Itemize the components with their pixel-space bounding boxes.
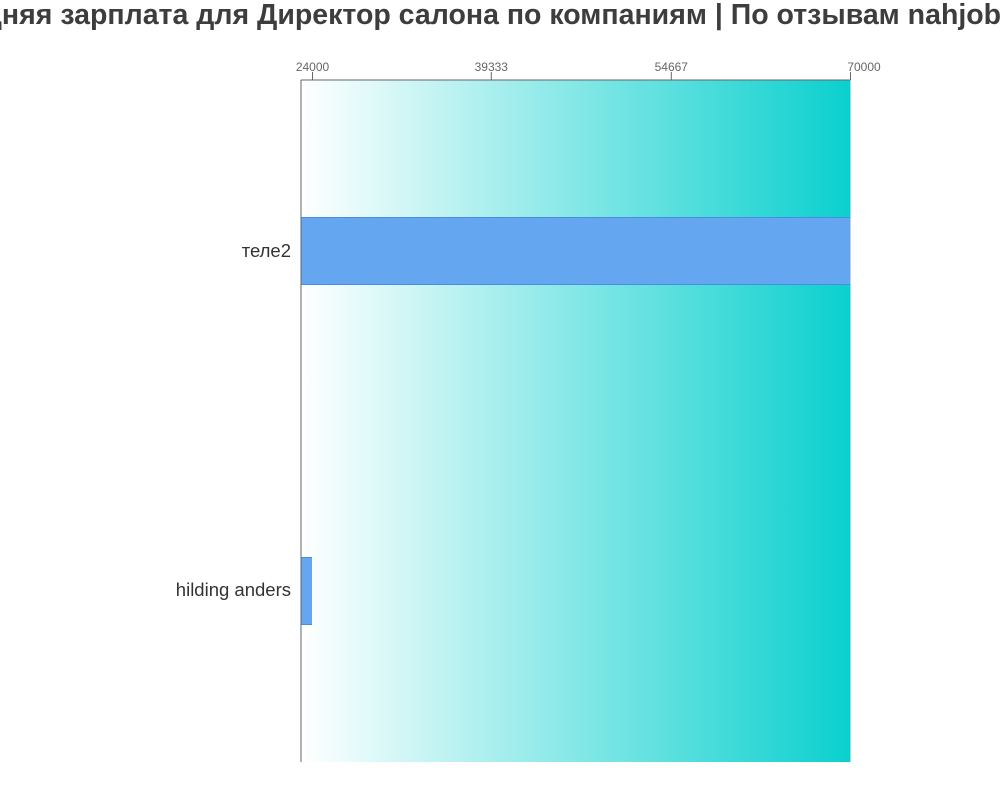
svg-text:70000: 70000 bbox=[847, 60, 881, 74]
svg-text:39333: 39333 bbox=[475, 60, 509, 74]
svg-text:hilding anders: hilding anders bbox=[176, 579, 291, 600]
svg-text:24000: 24000 bbox=[296, 60, 330, 74]
svg-text:54667: 54667 bbox=[655, 60, 689, 74]
svg-text:теле2: теле2 bbox=[242, 240, 291, 261]
